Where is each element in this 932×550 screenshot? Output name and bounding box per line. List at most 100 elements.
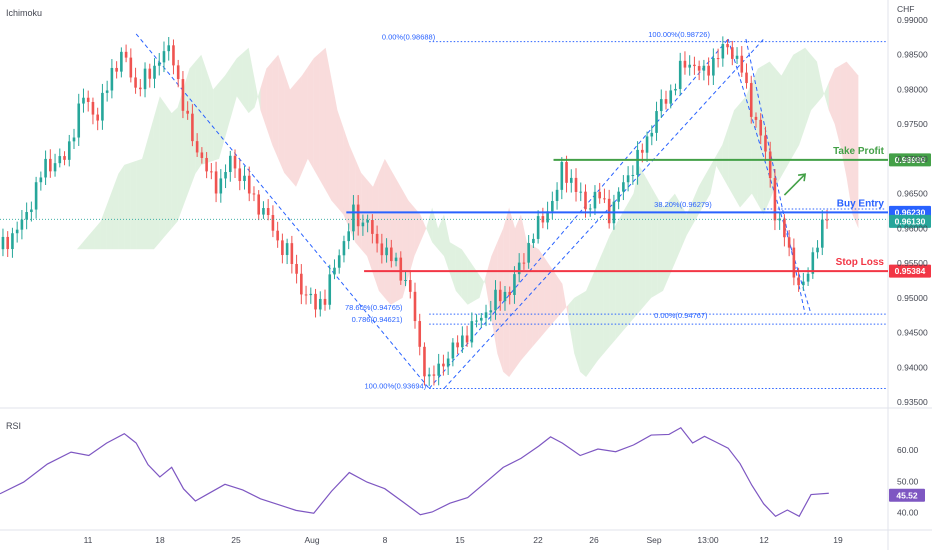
candle-body: [749, 83, 753, 117]
cloud-segment: [775, 68, 782, 187]
candle-body: [186, 110, 189, 114]
cloud-segment: [331, 79, 338, 208]
cloud-segment: [828, 68, 835, 125]
level-label: Take Profit: [833, 146, 885, 157]
candle-body: [361, 222, 365, 227]
time-tick-label: 22: [533, 535, 543, 545]
candle-body: [816, 247, 819, 253]
cloud-segment: [615, 214, 622, 340]
candle-body: [271, 215, 275, 231]
cloud-segment: [633, 165, 640, 319]
candle-body: [1, 236, 5, 250]
candle-body: [820, 219, 824, 248]
candle-body: [432, 374, 436, 376]
cloud-segment: [710, 155, 717, 194]
cloud-segment: [680, 204, 687, 250]
candle-body: [224, 172, 227, 179]
candle-body: [195, 141, 199, 153]
cloud-segment: [538, 249, 545, 340]
candle-body: [607, 198, 611, 224]
candle-body: [6, 236, 9, 250]
current-price-tag-value: 0.96130: [895, 216, 926, 226]
candle-body: [247, 175, 251, 194]
candle-body: [678, 60, 682, 89]
cloud-segment: [586, 276, 592, 377]
candle-body: [148, 68, 152, 79]
candle-body: [233, 155, 237, 169]
cloud-segment: [580, 290, 587, 377]
cloud-segment: [94, 221, 101, 250]
cloud-segment: [438, 214, 444, 257]
candle-body: [513, 274, 516, 295]
cloud-segment: [568, 297, 575, 354]
candle-body: [120, 51, 123, 72]
projection-arrowhead: [798, 173, 807, 182]
price-tick-label: 0.93500: [897, 397, 928, 407]
cloud-segment: [100, 205, 107, 250]
candle-body: [11, 233, 14, 250]
candle-body: [626, 175, 630, 183]
cloud-segment: [520, 214, 527, 361]
time-axis: 11 18 25 Aug 8 15 22 26 Sep 13:00 12 19: [84, 535, 843, 545]
candle-body: [366, 220, 369, 223]
fib-label: 100.00%(0.93694): [365, 382, 427, 391]
cloud-segment: [574, 294, 581, 372]
ichimoku-cloud: [76, 47, 859, 377]
candle-body: [683, 60, 687, 68]
rsi-value-tag: 45.52: [896, 490, 918, 500]
price-tick-label: 0.97000: [897, 154, 928, 164]
level-tag-value: 0.95384: [895, 266, 926, 276]
candle-body: [124, 51, 128, 58]
cloud-segment: [136, 158, 143, 250]
candle-body: [517, 262, 521, 275]
candle-body: [257, 194, 261, 215]
cloud-segment: [592, 263, 598, 369]
candle-body: [328, 274, 332, 305]
fib-label: 100.00%(0.98726): [648, 30, 710, 39]
candle-body: [238, 168, 242, 182]
cloud-segment: [728, 110, 735, 198]
candle-body: [565, 162, 568, 183]
candle-body: [285, 243, 289, 256]
price-tick-label: 0.94500: [897, 328, 928, 338]
cloud-segment: [142, 138, 148, 250]
candle-body: [58, 156, 62, 164]
time-tick-label: 13:00: [697, 535, 719, 545]
cloud-segment: [177, 88, 184, 222]
cloud-segment: [544, 257, 551, 333]
cloud-segment: [834, 65, 841, 148]
rsi-pane: 60.00 50.00 40.00 45.52: [0, 426, 925, 518]
time-tick-label: 11: [84, 535, 93, 545]
candle-body: [721, 44, 725, 59]
projection-arrow: [783, 173, 806, 196]
candle-body: [262, 208, 265, 215]
candle-body: [773, 178, 777, 221]
price-tick-label: 0.94000: [897, 362, 928, 372]
fib-label: 0.00%(0.94767): [654, 311, 708, 320]
candle-body: [726, 44, 729, 48]
cloud-segment: [106, 189, 113, 250]
cloud-segment: [242, 47, 249, 114]
cloud-segment: [698, 176, 705, 215]
candle-body: [266, 208, 270, 216]
candle-body: [105, 90, 109, 93]
candle-body: [153, 65, 156, 79]
cloud-segment: [449, 242, 456, 291]
cloud-segment: [153, 96, 160, 250]
cloud-segment: [479, 275, 486, 298]
cloud-segment: [686, 200, 693, 236]
cloud-segment: [343, 127, 350, 229]
candle-body: [650, 132, 654, 137]
candle-body: [669, 90, 673, 104]
candle-body: [34, 182, 38, 210]
candle-body: [290, 243, 294, 264]
cloud-segment: [414, 207, 421, 257]
cloud-segment: [236, 52, 243, 105]
cloud-segment: [550, 266, 557, 326]
rsi-value-tag-box: [889, 488, 925, 502]
cloud-segment: [734, 103, 740, 208]
candle-body: [764, 135, 767, 152]
cloud-segment: [159, 96, 166, 243]
candle-body: [484, 312, 488, 318]
candle-body: [352, 204, 355, 232]
